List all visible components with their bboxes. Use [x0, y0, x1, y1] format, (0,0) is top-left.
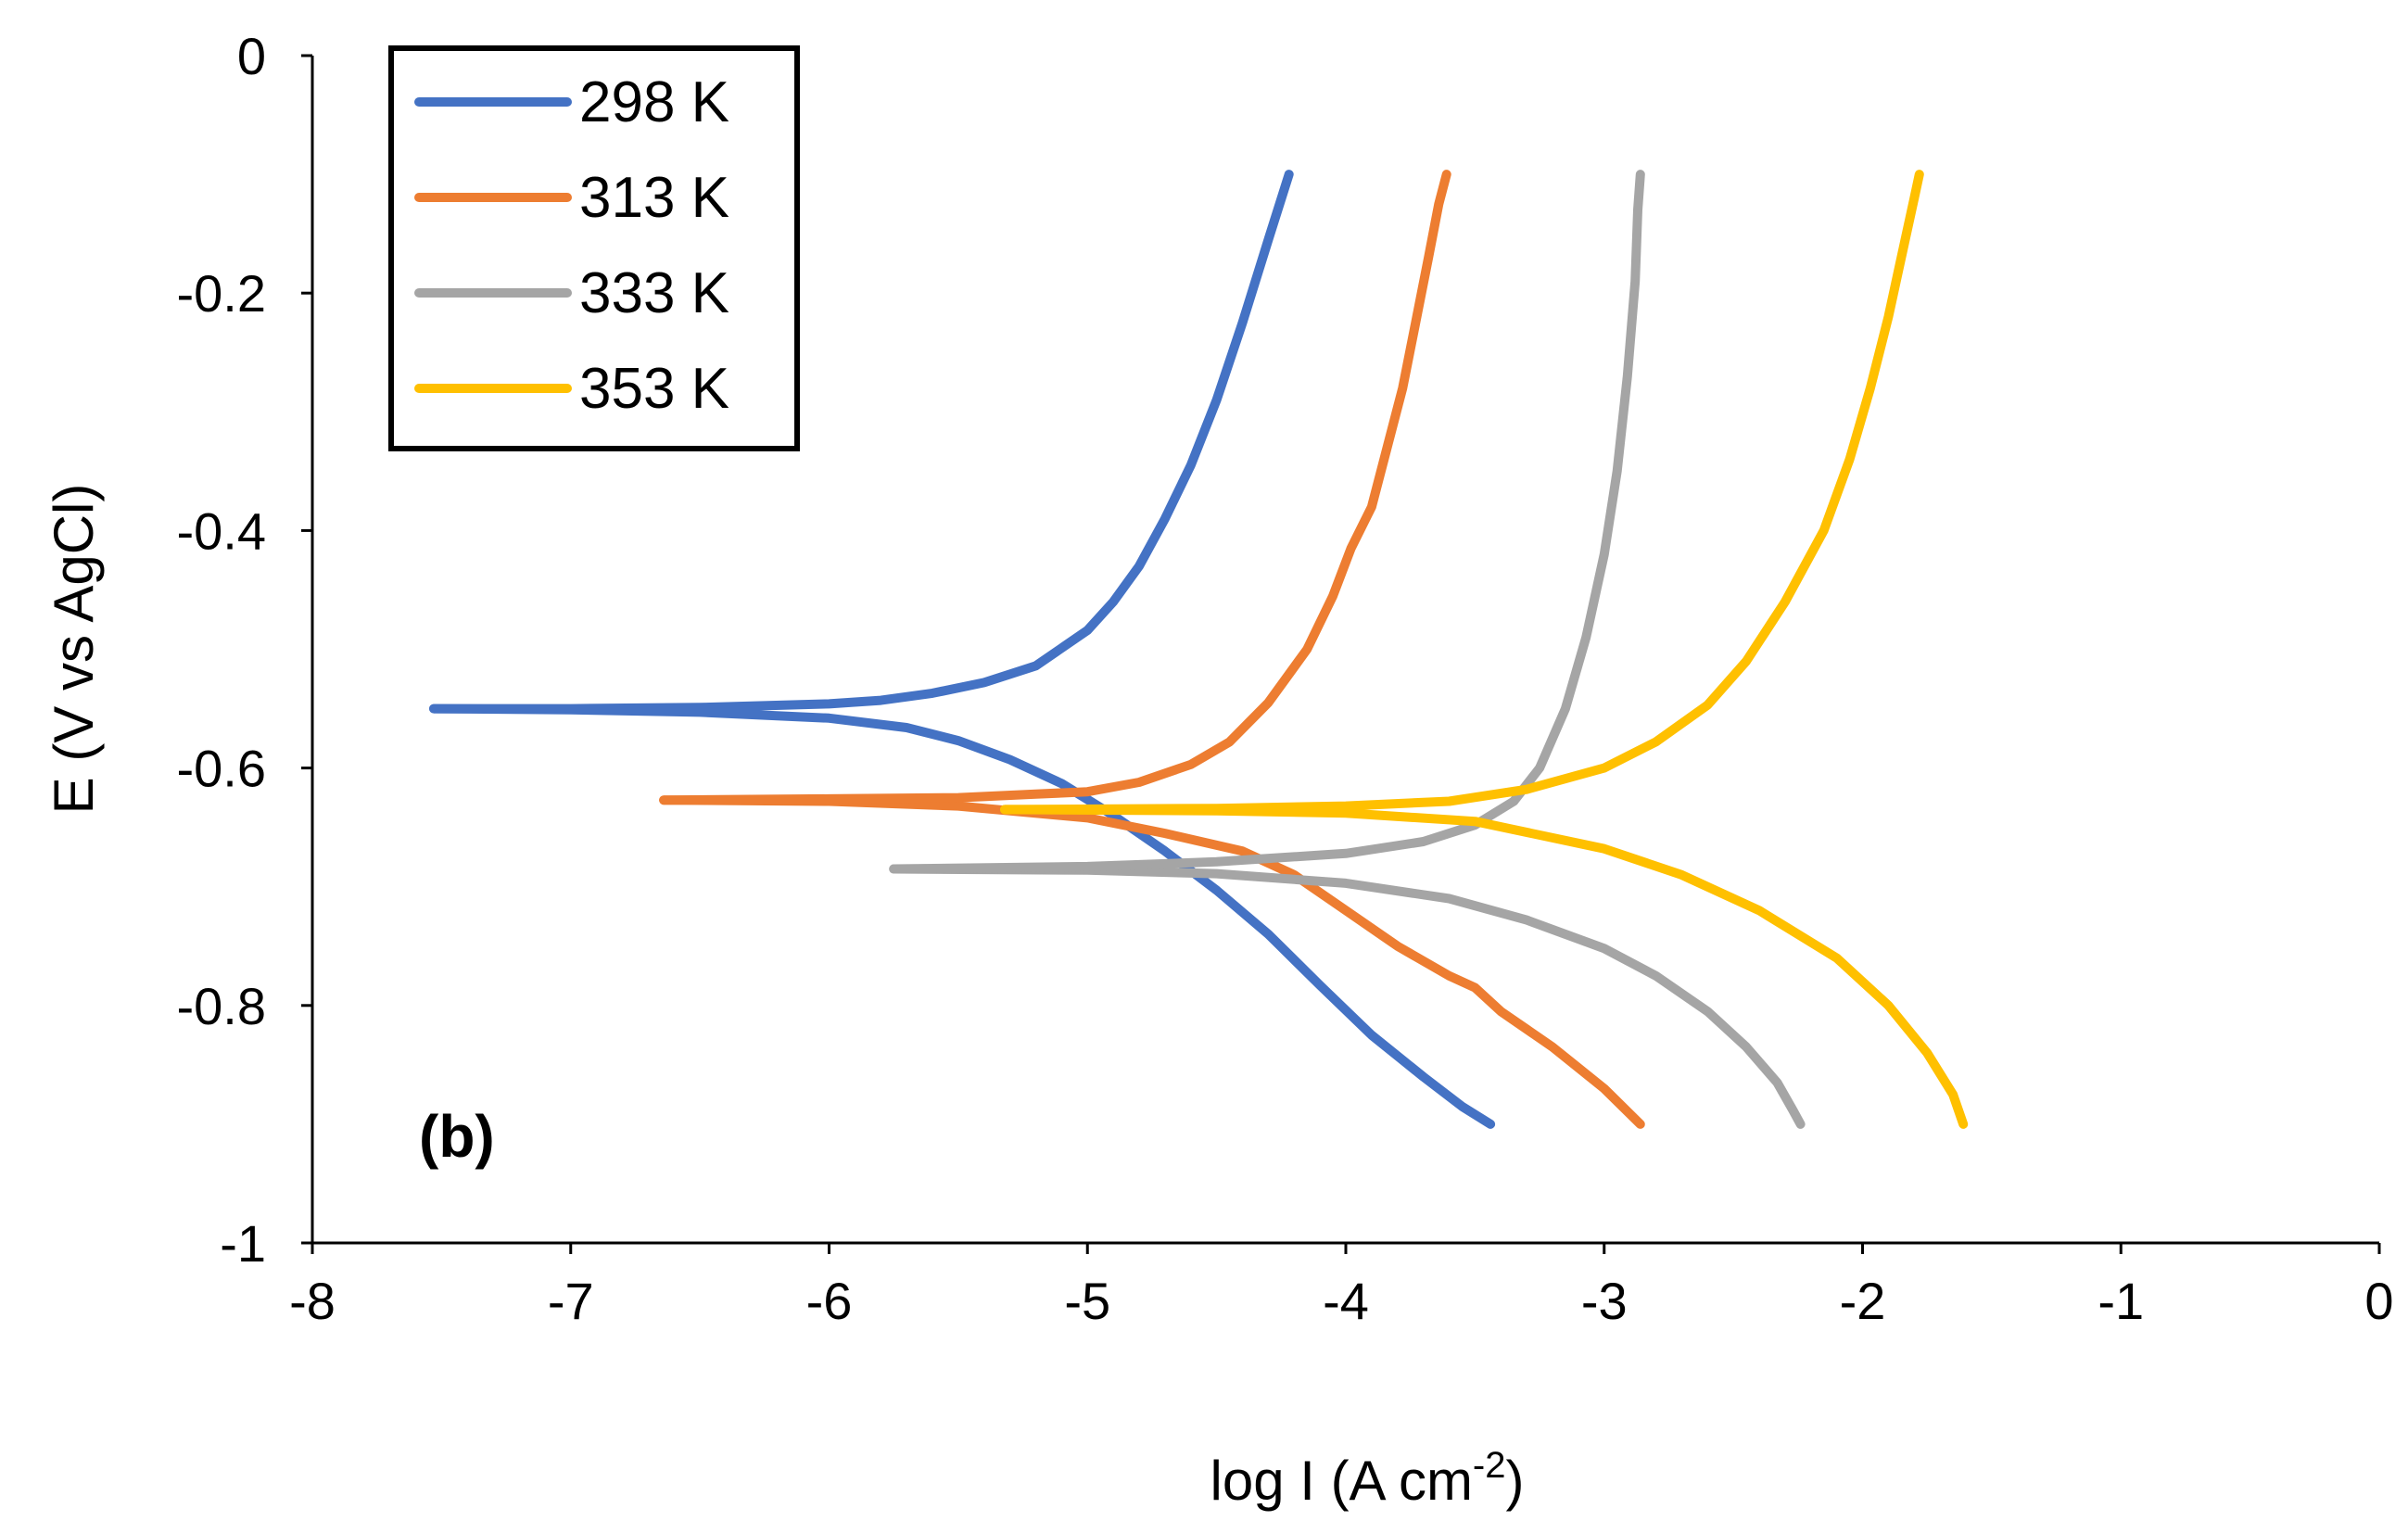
- x-tick-label: -3: [1581, 1272, 1628, 1330]
- series-line-298k-anodic: [429, 170, 1294, 714]
- y-tick-label: 0: [237, 27, 266, 85]
- series-line-298k-cathodic: [429, 703, 1496, 1129]
- legend: 298 K 313 K 333 K 353 K: [388, 45, 800, 451]
- x-tick-label: -7: [548, 1272, 594, 1330]
- series-line-313k-anodic: [659, 170, 1451, 805]
- y-tick-label: -0.6: [177, 740, 267, 798]
- legend-label: 353 K: [579, 357, 729, 421]
- y-tick-label: -0.4: [177, 501, 267, 560]
- legend-label: 313 K: [579, 166, 729, 230]
- series-line-353k-anodic: [1000, 170, 1924, 815]
- x-tick-label: -8: [289, 1272, 336, 1330]
- x-tick-label: -5: [1064, 1272, 1110, 1330]
- panel-label: (b): [419, 1103, 495, 1170]
- x-axis-title-main: log I (A cm: [1210, 1450, 1473, 1512]
- y-tick-label: -0.8: [177, 977, 267, 1035]
- y-ticks: 0 -0.2 -0.4 -0.6 -0.8 -1: [177, 27, 312, 1273]
- x-axis-title: log I (A cm-2): [1210, 1445, 1525, 1512]
- y-axis-title: E (V vs AgCl): [43, 484, 105, 815]
- series-line-353k-cathodic: [1000, 805, 1969, 1129]
- y-tick-label: -1: [220, 1214, 266, 1273]
- x-tick-label: -6: [806, 1272, 853, 1330]
- legend-label: 298 K: [579, 70, 729, 134]
- x-tick-label: 0: [2364, 1272, 2393, 1330]
- x-axis-title-end: ): [1506, 1450, 1525, 1512]
- series-line-333k-cathodic: [889, 864, 1806, 1129]
- x-axis-title-superscript: -2: [1473, 1445, 1506, 1486]
- x-tick-label: -1: [2097, 1272, 2144, 1330]
- series-line-313k-cathodic: [659, 795, 1645, 1129]
- series-layer: [429, 170, 1969, 1129]
- series-line-333k-anodic: [889, 170, 1645, 874]
- legend-label: 333 K: [579, 261, 729, 325]
- x-ticks: -8 -7 -6 -5 -4 -3 -2 -1 0: [289, 1243, 2394, 1330]
- y-tick-label: -0.2: [177, 264, 267, 323]
- x-tick-label: -4: [1323, 1272, 1369, 1330]
- plot-area: -8 -7 -6 -5 -4 -3 -2 -1 0 0 -0.2 -0.4 -0.6 -0.8 -1: [177, 27, 2394, 1330]
- x-tick-label: -2: [1840, 1272, 1886, 1330]
- legend-box: [388, 45, 800, 451]
